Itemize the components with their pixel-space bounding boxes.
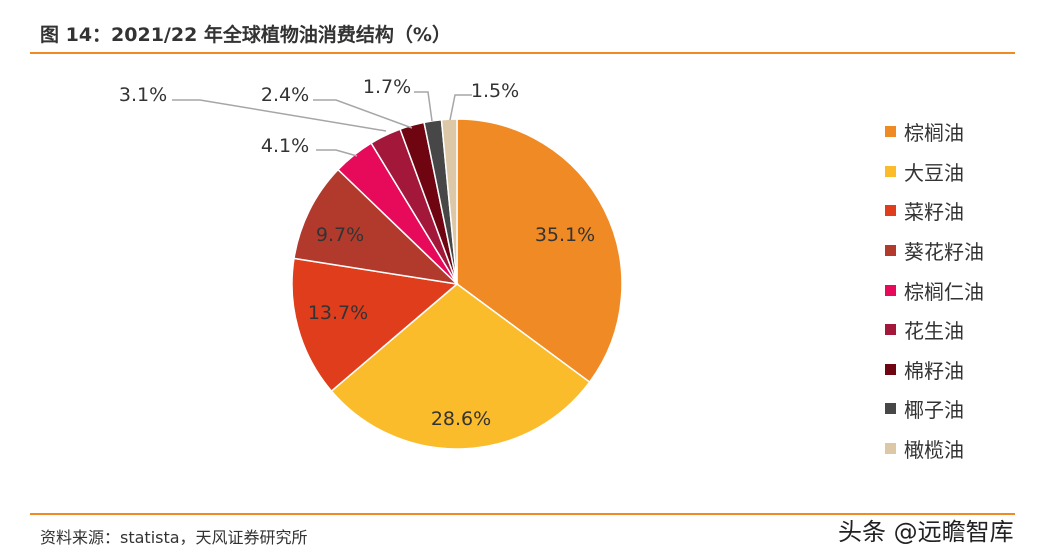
legend-item: 椰子油 bbox=[885, 389, 984, 429]
pie-slice bbox=[440, 118, 458, 285]
slice-label: 1.5% bbox=[471, 80, 519, 102]
slice-label: 3.1% bbox=[119, 84, 167, 106]
title-divider bbox=[30, 52, 1015, 54]
legend-label: 橄榄油 bbox=[904, 438, 964, 463]
legend-item: 橄榄油 bbox=[885, 429, 984, 469]
leader-line bbox=[313, 99, 413, 129]
chart-legend: 棕榈油大豆油菜籽油葵花籽油棕榈仁油花生油棉籽油椰子油橄榄油 bbox=[885, 112, 984, 468]
footer-divider bbox=[30, 513, 1015, 515]
legend-label: 葵花籽油 bbox=[904, 240, 984, 265]
pie-slice bbox=[456, 118, 623, 384]
leader-line bbox=[449, 94, 472, 121]
legend-swatch bbox=[885, 443, 896, 455]
legend-label: 大豆油 bbox=[904, 160, 964, 185]
legend-swatch bbox=[885, 205, 896, 217]
legend-item: 葵花籽油 bbox=[885, 231, 984, 271]
legend-label: 棉籽油 bbox=[904, 358, 964, 383]
chart-title: 图 14：2021/22 年全球植物油消费结构（%） bbox=[40, 24, 451, 46]
slice-label: 13.7% bbox=[308, 302, 368, 324]
legend-label: 菜籽油 bbox=[904, 200, 964, 225]
leader-line bbox=[316, 149, 358, 157]
legend-label: 椰子油 bbox=[904, 398, 964, 423]
slice-label: 4.1% bbox=[261, 135, 309, 157]
watermark: 头条 @远瞻智库 bbox=[838, 518, 1014, 546]
slice-label: 9.7% bbox=[316, 224, 364, 246]
legend-item: 花生油 bbox=[885, 310, 984, 350]
pie-slice bbox=[293, 168, 460, 286]
legend-item: 棕榈仁油 bbox=[885, 270, 984, 310]
legend-item: 菜籽油 bbox=[885, 191, 984, 231]
leader-line bbox=[414, 91, 433, 122]
pie-slice bbox=[291, 257, 459, 393]
legend-swatch bbox=[885, 284, 896, 296]
legend-item: 棕榈油 bbox=[885, 112, 984, 152]
legend-swatch bbox=[885, 165, 896, 177]
legend-item: 棉籽油 bbox=[885, 350, 984, 390]
source-note: 资料来源：statista，天风证券研究所 bbox=[40, 528, 308, 547]
leader-line bbox=[172, 99, 387, 132]
pie-slice bbox=[330, 283, 591, 450]
legend-label: 棕榈油 bbox=[904, 121, 964, 146]
legend-swatch bbox=[885, 403, 896, 415]
legend-swatch bbox=[885, 324, 896, 336]
legend-item: 大豆油 bbox=[885, 152, 984, 192]
slice-label: 28.6% bbox=[431, 408, 491, 430]
legend-label: 棕榈仁油 bbox=[904, 279, 984, 304]
slice-label: 1.7% bbox=[363, 76, 411, 98]
legend-swatch bbox=[885, 126, 896, 138]
legend-swatch bbox=[885, 363, 896, 375]
slice-label: 2.4% bbox=[261, 84, 309, 106]
slice-label: 35.1% bbox=[535, 224, 595, 246]
legend-label: 花生油 bbox=[904, 319, 964, 344]
legend-swatch bbox=[885, 245, 896, 257]
